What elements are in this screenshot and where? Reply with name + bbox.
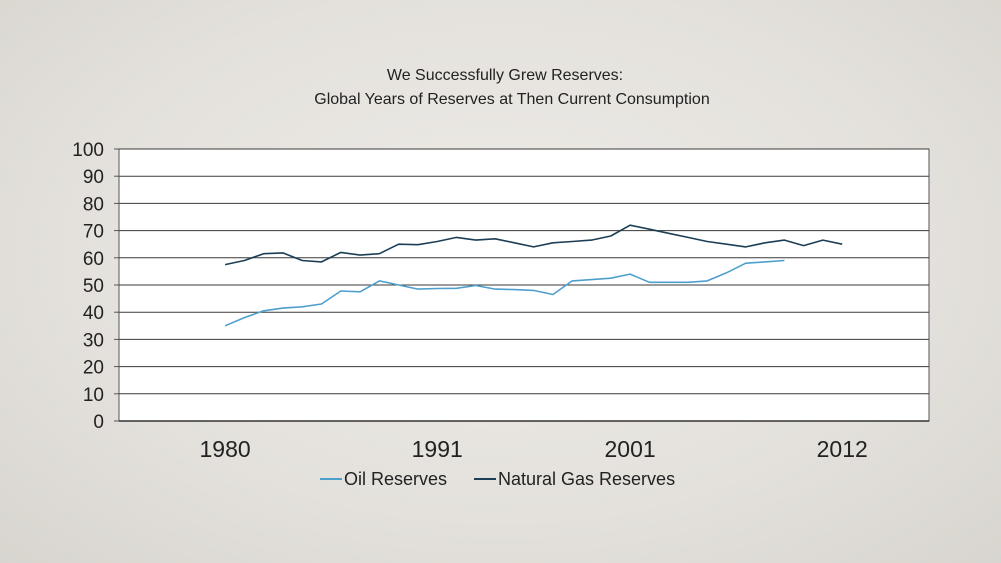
gridlines	[119, 148, 929, 395]
y-tick-label-30: 30	[83, 330, 104, 351]
y-tick-label-50: 50	[83, 276, 104, 297]
x-tick-label-2012: 2012	[817, 436, 868, 462]
y-axis: 0 10 20 30 40 50 60 70 80 90 100	[72, 140, 119, 433]
series-line-natural-gas-reserves	[224, 224, 843, 266]
y-tick-label-90: 90	[83, 167, 104, 188]
chart-title-line-1: We Successfully Grew Reserves:	[387, 67, 623, 84]
x-tick-label-2001: 2001	[604, 436, 655, 462]
y-tick-label-80: 80	[83, 194, 104, 215]
y-tick-label-0: 0	[93, 412, 104, 433]
legend-label-oil-reserves: Oil Reserves	[344, 469, 447, 489]
x-axis: 1980 1991 2001 2012	[119, 420, 929, 462]
y-tick-label-20: 20	[83, 358, 104, 379]
series-line-oil-reserves	[224, 259, 785, 327]
y-tick-label-60: 60	[83, 249, 104, 270]
y-tick-label-70: 70	[83, 222, 104, 243]
legend: Oil Reserves Natural Gas Reserves	[320, 469, 675, 489]
chart-title-line-2: Global Years of Reserves at Then Current…	[314, 91, 709, 108]
series-lines	[224, 224, 843, 327]
legend-label-natural-gas-reserves: Natural Gas Reserves	[498, 469, 675, 489]
y-tick-label-40: 40	[83, 303, 104, 324]
x-tick-label-1980: 1980	[199, 436, 250, 462]
y-tick-label-100: 100	[72, 140, 104, 161]
y-tick-label-10: 10	[83, 385, 104, 406]
x-tick-label-1991: 1991	[412, 436, 463, 462]
